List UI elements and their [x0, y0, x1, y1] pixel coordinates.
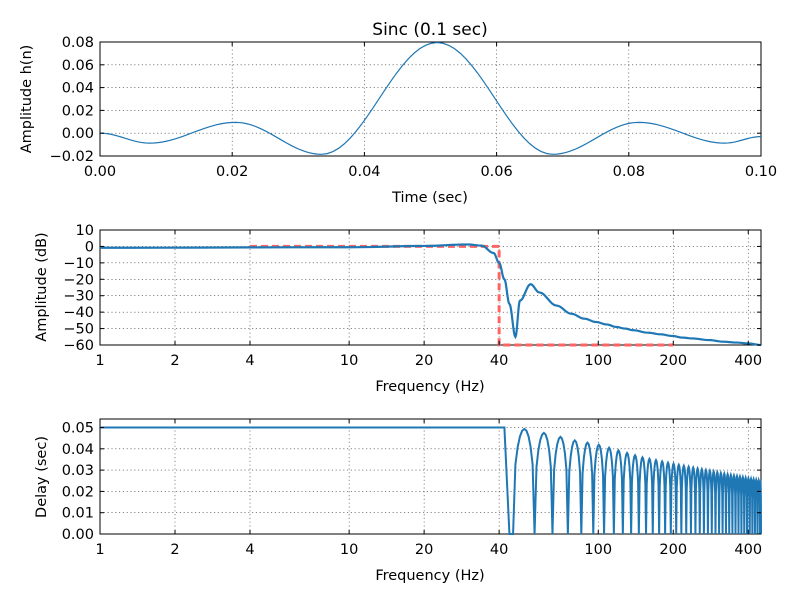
y-tick-label: 0.04 — [62, 81, 94, 97]
x-tick-label: 10 — [340, 542, 358, 558]
subplot-group-delay: 1 2 4 10 20 40 100 200 400 0.00 0.01 0.02 0.03 0.04 0.… — [34, 418, 762, 584]
x-tick-label: 1 — [95, 353, 104, 369]
ticks-1: 0.00 0.02 0.04 0.06 0.08 0.10−0.020.000.020.0… — [50, 35, 778, 180]
y-tick-label: −0.02 — [50, 149, 94, 165]
x-tick-label: 0.08 — [613, 164, 645, 180]
x-tick-label: 40 — [490, 542, 508, 558]
subplot-magnitude-response: 1 2 4 10 20 40 100 200 400−60−50−40−30−20−10010 … — [34, 223, 762, 395]
x-tick-label: 400 — [734, 542, 762, 558]
y-tick-label: 0.08 — [62, 35, 94, 51]
grid-2 — [99, 229, 761, 346]
y-axis-label-3: Delay (sec) — [34, 436, 50, 518]
x-tick-label: 0.06 — [480, 164, 512, 180]
y-tick-label: 0.03 — [62, 463, 94, 479]
plot-frame-1 — [99, 41, 762, 157]
plot-frame-3 — [99, 418, 762, 535]
x-tick-label: 4 — [245, 353, 254, 369]
y-tick-label: 0.04 — [62, 442, 94, 458]
x-tick-label: 2 — [170, 542, 179, 558]
x-tick-label: 0.00 — [84, 164, 116, 180]
y-tick-label: −60 — [63, 338, 94, 354]
y-tick-label: −40 — [63, 305, 94, 321]
x-tick-label: 100 — [584, 353, 612, 369]
x-tick-label: 0.04 — [348, 164, 380, 180]
x-tick-label: 400 — [734, 353, 762, 369]
x-axis-label-3: Frequency (Hz) — [375, 568, 484, 584]
group-delay-line — [100, 426, 762, 535]
ticks-3: 1 2 4 10 20 40 100 200 400 0.00 0.01 0.02 0.03 0.04 0.… — [62, 419, 762, 558]
x-tick-label: 200 — [659, 353, 687, 369]
x-tick-label: 20 — [415, 542, 433, 558]
x-tick-label: 100 — [584, 542, 612, 558]
y-tick-label: 0.01 — [62, 506, 94, 522]
grid-3 — [99, 419, 761, 535]
subplot-impulse-response: 0.00 0.02 0.04 0.06 0.08 0.10−0.020.000.020.0… — [19, 20, 777, 206]
x-tick-label: 2 — [170, 353, 179, 369]
x-tick-label: 10 — [340, 353, 358, 369]
y-tick-label: 0.02 — [62, 484, 94, 500]
x-axis-label-1: Time (sec) — [391, 190, 468, 206]
y-tick-label: −30 — [63, 289, 94, 305]
y-axis-label-2: Amplitude (dB) — [34, 232, 50, 341]
amplitude-response-line — [99, 243, 762, 347]
x-tick-label: 0.10 — [745, 164, 777, 180]
x-axis-label-2: Frequency (Hz) — [375, 379, 484, 395]
x-tick-label: 4 — [245, 542, 254, 558]
chart-title: Sinc (0.1 sec) — [372, 20, 487, 40]
y-tick-label: 0 — [85, 239, 94, 255]
y-tick-label: 0.06 — [62, 58, 94, 74]
y-tick-label: 0.05 — [62, 421, 94, 437]
x-tick-label: 20 — [415, 353, 433, 369]
y-axis-label-1: Amplitude h(n) — [19, 45, 35, 154]
x-tick-label: 0.02 — [216, 164, 248, 180]
y-tick-label: 10 — [76, 223, 94, 239]
y-tick-label: −50 — [63, 322, 94, 338]
y-tick-label: −20 — [63, 272, 94, 288]
x-tick-label: 1 — [95, 542, 104, 558]
y-tick-label: 0.02 — [62, 103, 94, 119]
x-tick-label: 200 — [659, 542, 687, 558]
grid-1 — [99, 41, 762, 157]
sinc-impulse-line — [99, 41, 762, 155]
y-tick-label: 0.00 — [62, 527, 94, 543]
x-tick-label: 40 — [490, 353, 508, 369]
y-tick-label: 0.00 — [62, 126, 94, 142]
y-tick-label: −10 — [63, 256, 94, 272]
